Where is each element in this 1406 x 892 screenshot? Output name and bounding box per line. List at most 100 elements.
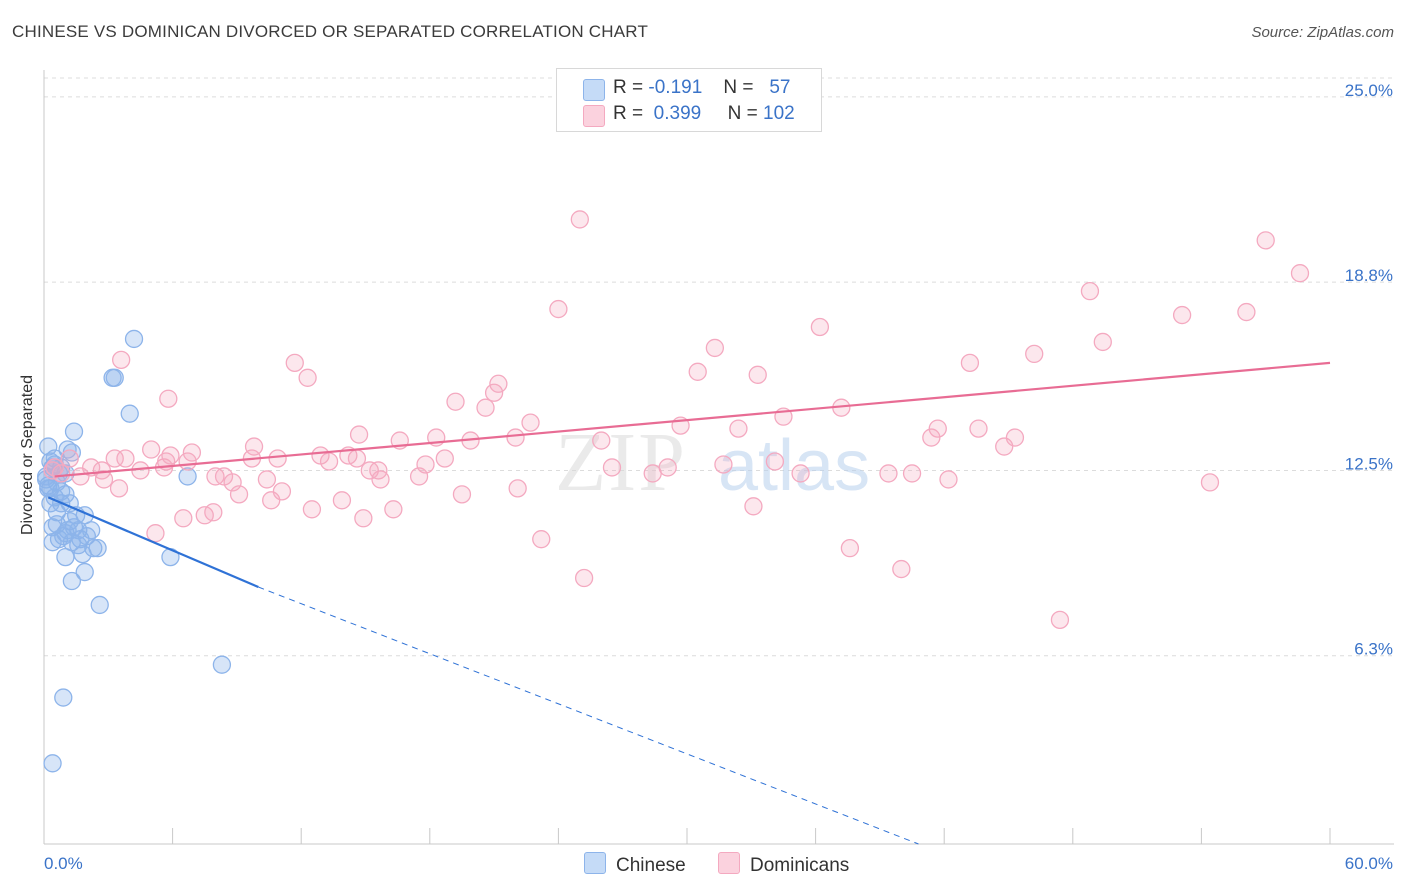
dominicans-point <box>840 538 860 558</box>
dominicans-point <box>302 500 322 519</box>
legend-swatch-dominicans <box>583 105 605 127</box>
dominicans-point <box>1080 281 1100 301</box>
chart-title: CHINESE VS DOMINICAN DIVORCED OR SEPARAT… <box>12 22 649 41</box>
dominicans-trend-line <box>54 361 1331 478</box>
y-tick-label: 6.3% <box>1354 640 1393 659</box>
dominicans-point <box>508 479 527 498</box>
dominicans-point <box>688 362 707 381</box>
dominicans-point <box>446 392 465 411</box>
dominicans-point <box>229 485 249 504</box>
dominicans-point <box>354 509 373 528</box>
chinese-trend-line <box>47 496 259 589</box>
dominicans-point <box>105 449 124 468</box>
dominicans-point <box>349 425 369 444</box>
dominicans-point <box>347 449 367 468</box>
dominicans-point <box>1290 264 1310 283</box>
dominicans-point <box>131 461 150 480</box>
dominicans-point <box>939 470 958 489</box>
dominicans-point <box>244 437 264 456</box>
dominicans-point <box>268 449 287 468</box>
legend-n-label: N = <box>723 77 754 98</box>
bottom-legend-chinese: Chinese <box>584 852 686 877</box>
chinese-point <box>39 437 58 456</box>
chinese-point <box>84 538 103 558</box>
dominicans-point <box>112 350 131 370</box>
dominicans-point <box>109 479 129 498</box>
dominicans-point <box>257 470 277 489</box>
chinese-point <box>60 512 79 531</box>
dominicans-point <box>922 428 941 447</box>
series-dominicans-points <box>43 210 1310 630</box>
dominicans-point <box>51 464 71 483</box>
dominicans-point <box>484 383 504 402</box>
dominicans-point <box>791 464 810 483</box>
dominicans-point <box>142 440 161 459</box>
chinese-point <box>43 754 62 773</box>
chinese-point <box>120 404 139 423</box>
dominicans-point <box>452 485 472 504</box>
dominicans-point <box>476 398 495 417</box>
dominicans-point <box>174 509 193 528</box>
dominicans-point <box>94 470 114 489</box>
chinese-point <box>64 422 84 441</box>
chinese-point <box>212 655 232 674</box>
stats-legend: R = -0.191 N = 57 R = 0.399 N = 102 <box>556 68 822 132</box>
legend-n-value-chinese: 57 <box>769 77 791 98</box>
dominicans-point <box>705 338 725 358</box>
bottom-legend-dominicans: Dominicans <box>718 852 849 877</box>
dominicans-point <box>602 458 622 477</box>
dominicans-point <box>928 419 947 438</box>
dominicans-point <box>384 500 403 519</box>
dominicans-point <box>570 210 589 229</box>
dominicans-point <box>1025 344 1044 364</box>
chinese-point <box>88 538 107 558</box>
dominicans-point <box>489 374 508 393</box>
chinese-point <box>75 562 94 582</box>
chinese-point <box>54 688 73 707</box>
dominicans-point <box>532 530 551 549</box>
dominicans-point <box>161 446 180 465</box>
dominicans-point <box>879 464 898 483</box>
series-chinese-points <box>36 329 232 773</box>
bottom-legend-label-chinese: Chinese <box>616 855 686 876</box>
dominicans-point <box>272 482 292 501</box>
legend-r-label: R = <box>613 77 644 98</box>
dominicans-point <box>146 524 165 543</box>
dominicans-point <box>658 458 677 477</box>
dominicans-point <box>371 470 390 489</box>
chinese-point <box>56 547 75 567</box>
source-label: Source: ZipAtlas.com <box>1251 24 1394 41</box>
bottom-legend-swatch-dominicans <box>718 852 740 874</box>
chinese-trend-extension <box>258 586 919 845</box>
dominicans-point <box>810 317 830 337</box>
chinese-point <box>105 368 124 387</box>
dominicans-point <box>60 449 79 468</box>
dominicans-point <box>1005 428 1025 447</box>
dominicans-point <box>521 413 540 432</box>
chinese-point <box>69 536 88 555</box>
dominicans-point <box>285 353 304 373</box>
dominicans-point <box>416 455 435 474</box>
chinese-point <box>90 595 109 615</box>
dominicans-point <box>332 491 352 510</box>
dominicans-point <box>592 431 611 450</box>
legend-n-label: N = <box>727 103 758 124</box>
chinese-point <box>124 329 144 349</box>
legend-r-value-dominicans: 0.399 <box>653 103 702 124</box>
dominicans-point <box>969 419 988 438</box>
dominicans-point <box>714 455 733 474</box>
bottom-legend-label-dominicans: Dominicans <box>750 855 850 876</box>
chinese-point <box>178 467 197 486</box>
chinese-point <box>41 479 60 498</box>
chinese-point <box>43 533 62 552</box>
legend-r-label: R = <box>613 103 644 124</box>
dominicans-point <box>748 365 767 384</box>
legend-n-value-dominicans: 102 <box>763 103 795 124</box>
dominicans-point <box>182 443 202 462</box>
trend-lines <box>47 361 1331 845</box>
tick-labels: 6.3% 12.5% 18.8% 25.0% 0.0% 60.0% <box>44 81 1393 873</box>
dominicans-point <box>902 464 922 483</box>
watermark-atlas: atlas <box>718 426 870 506</box>
dominicans-point <box>574 568 594 588</box>
